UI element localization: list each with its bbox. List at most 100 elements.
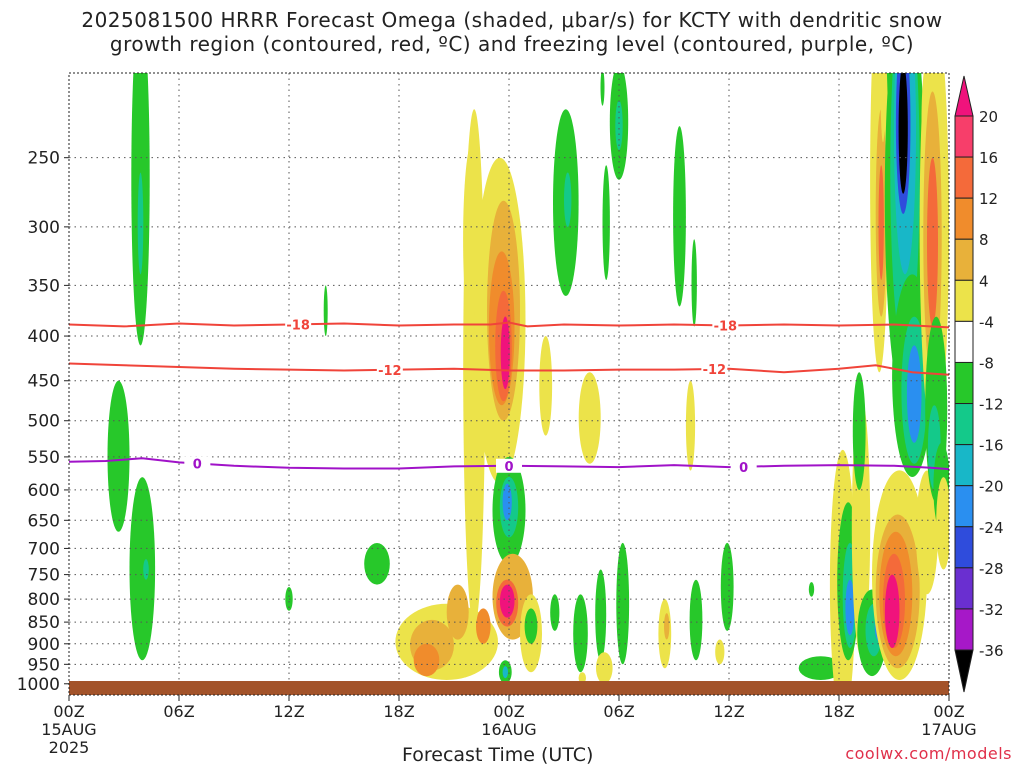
contour-label--18: -18 [714,319,738,334]
colorbar-top-arrow [954,75,974,117]
y-tick-label-1000: 1000 [17,675,60,695]
y-tick-label-900: 900 [28,635,60,655]
contour-label-bg [730,459,757,474]
omega-cell-36 [578,372,601,464]
y-tick-label-850: 850 [28,613,60,633]
y-tick-label-600: 600 [28,481,60,501]
y-tick-label-500: 500 [28,412,60,432]
y-tick-label-950: 950 [28,655,60,675]
colorbar-label--8: -8 [979,354,994,372]
y-tick-label-350: 350 [28,276,60,296]
omega-cell-45 [664,613,670,640]
omega-cell-48 [720,542,734,631]
omega-cell-11 [446,584,469,640]
omega-cell-52 [691,239,697,327]
omega-cell-29 [550,594,560,631]
omega-cell-7 [364,543,390,585]
omega-cell-74 [880,73,886,143]
colorbar-segment-6 [954,361,974,405]
contour-label-bg [376,362,403,377]
contour-label-bg [701,361,728,376]
contour-label-0: 0 [739,461,748,476]
omega-colorbar: 20 16 12 8 4 -4 -8 -12 -16 -20 -24 -28 -32 -36 [954,75,1004,693]
omega-cell-79 [898,73,908,194]
y-tick-label-550: 550 [28,448,60,468]
x-tick-label-36: 12Z [713,702,744,721]
colorbar-segment-0 [954,115,974,158]
omega-cell-69 [916,470,938,595]
contour-label--18: -18 [286,318,310,333]
colorbar-segment-3 [954,238,974,281]
colorbar-label--16: -16 [979,437,1004,455]
colorbar-label-20: 20 [979,108,998,126]
colorbar-label-12: 12 [979,190,998,208]
omega-shading [107,73,949,695]
contour-label-bg [496,458,522,473]
omega-cell-5 [323,285,328,337]
colorbar-segment-5 [954,320,974,363]
omega-cell-50 [726,556,732,573]
omega-cell-32 [595,569,607,661]
x-tick-label-0: 00Z [53,702,84,721]
omega-cell-10 [413,643,440,677]
chart-title-line-2: growth region (contoured, red, ºC) and f… [109,32,915,56]
x-tick-label-18: 18Z [383,702,414,721]
omega-cell-35 [539,336,553,436]
omega-cell-54 [798,656,843,680]
omega-cell-41 [600,73,605,106]
colorbar-segment-12 [954,608,974,651]
omega-cell-58 [845,579,855,636]
y-tick-label-750: 750 [28,566,60,586]
contour-label--12: -12 [378,364,402,379]
omega-cell-37 [578,672,586,684]
colorbar-segment-1 [954,156,974,199]
x-tick-label-42: 18Z [823,702,854,721]
omega-cell-31 [573,594,588,673]
contour-label-bg [712,318,739,333]
colorbar-label--4: -4 [979,313,994,331]
omega-cell-25 [499,584,515,618]
omega-cell-53 [808,582,815,597]
colorbar-label--20: -20 [979,478,1004,496]
y-tick-label-300: 300 [28,218,60,238]
colorbar-segment-4 [954,279,974,322]
omega-cell-12 [476,608,491,644]
x-tick-date-48-0: 17AUG [921,720,976,739]
y-tick-label-650: 650 [28,511,60,531]
y-tick-label-450: 450 [28,372,60,392]
omega-cell-82 [906,345,922,443]
omega-cell-34 [596,652,613,684]
site-credit: coolwx.com/models [845,744,1012,763]
colorbar-segment-9 [954,485,974,528]
omega-cell-30 [524,608,538,644]
colorbar-label-4: 4 [979,272,989,290]
contour-label-bg [184,456,211,471]
omega-cell-47 [685,380,696,471]
omega-cell-73 [878,165,884,280]
omega-cell-90 [936,477,949,570]
ground-surface [69,681,949,695]
omega-cell-60 [852,372,866,490]
omega-cell-86 [927,157,938,327]
grid-lines [69,73,949,695]
omega-cell-51 [673,126,686,307]
omega-cell-46 [689,579,703,661]
colorbar-segment-2 [954,197,974,240]
colorbar-label-8: 8 [979,231,989,249]
x-tick-label-30: 06Z [603,702,634,721]
y-tick-label-250: 250 [28,149,60,169]
contour-label-0: 0 [504,460,513,475]
omega-cell-27 [502,666,508,679]
contour--12 [69,362,949,376]
contour-label-0: 0 [193,458,202,473]
omega-cell-39 [564,172,572,227]
pressure-axis: 2503003504004505005506006507007508008509… [17,149,69,695]
omega-cell-4 [143,559,149,580]
colorbar-label--12: -12 [979,396,1004,414]
x-tick-label-6: 06Z [163,702,194,721]
x-tick-label-24: 00Z [493,702,524,721]
colorbar-label--28: -28 [979,560,1004,578]
temperature-contours: -18 -18 -12 -12 0 0 0 [69,317,949,476]
colorbar-label-16: 16 [979,149,998,167]
